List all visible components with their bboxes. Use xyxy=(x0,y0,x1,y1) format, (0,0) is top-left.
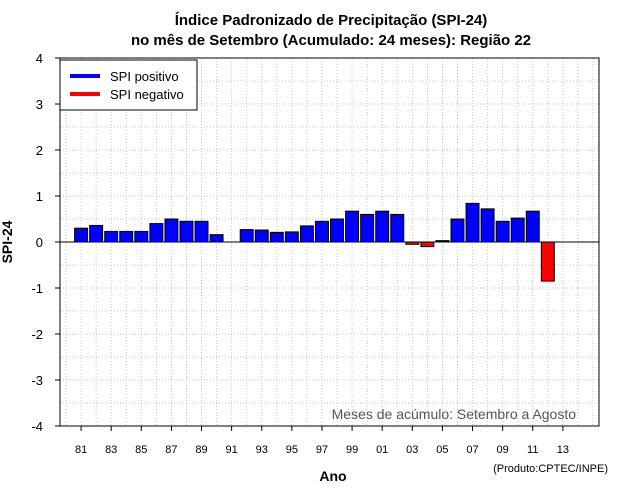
bar-1982 xyxy=(89,224,104,243)
y-tick-label: 2 xyxy=(36,143,43,158)
x-tick-label: 83 xyxy=(105,444,117,456)
y-tick-label: -4 xyxy=(31,419,43,434)
bar-2002 xyxy=(390,213,405,243)
x-tick-label: 99 xyxy=(346,444,358,456)
x-tick-label: 85 xyxy=(135,444,147,456)
bar-1998 xyxy=(330,218,345,243)
bar-2000 xyxy=(360,213,375,243)
product-credit: (Produto:CPTEC/INPE) xyxy=(493,463,608,475)
bar-1987 xyxy=(164,218,179,243)
bar-1983 xyxy=(104,230,119,243)
chart-title-line1: Índice Padronizado de Precipitação (SPI-… xyxy=(175,12,488,29)
bar-2007 xyxy=(465,202,480,243)
y-axis-label: SPI-24 xyxy=(0,220,15,263)
y-tick-label: -2 xyxy=(31,327,43,342)
x-axis-label: Ano xyxy=(319,468,346,484)
bar-1990 xyxy=(209,234,224,243)
accumulation-note: Meses de acúmulo: Setembro a Agosto xyxy=(332,406,577,422)
legend: SPI positivo SPI negativo xyxy=(59,59,198,111)
bar-1993 xyxy=(254,229,269,243)
bar-2009 xyxy=(495,220,510,243)
y-axis-ticks: -4 -3 -2 -1 0 1 2 3 4 xyxy=(31,51,60,434)
x-tick-label: 03 xyxy=(406,444,418,456)
bar-1996 xyxy=(299,225,314,243)
bar-1999 xyxy=(345,210,360,243)
bar-1988 xyxy=(179,220,194,243)
bar-2011 xyxy=(525,210,540,243)
chart-title-line2: no mês de Setembro (Acumulado: 24 meses)… xyxy=(131,32,531,49)
bar-1984 xyxy=(119,230,134,243)
y-tick-label: -1 xyxy=(31,281,43,296)
bar-1981 xyxy=(74,227,89,243)
bar-1986 xyxy=(149,223,164,243)
bar-1995 xyxy=(284,231,299,243)
x-tick-label: 01 xyxy=(376,444,388,456)
x-tick-label: 91 xyxy=(226,444,238,456)
x-tick-label: 13 xyxy=(557,444,569,456)
x-tick-label: 87 xyxy=(165,444,177,456)
bar-2012 xyxy=(540,241,555,282)
bar-2006 xyxy=(450,218,465,243)
bar-2004 xyxy=(420,241,435,248)
bar-2010 xyxy=(510,217,525,243)
x-tick-label: 09 xyxy=(497,444,509,456)
x-tick-label: 07 xyxy=(466,444,478,456)
y-tick-label: 3 xyxy=(36,97,43,112)
bar-2008 xyxy=(480,208,495,243)
y-tick-label: -3 xyxy=(31,373,43,388)
x-tick-label: 05 xyxy=(436,444,448,456)
bar-1994 xyxy=(269,231,284,243)
x-tick-label: 81 xyxy=(75,444,87,456)
x-tick-label: 97 xyxy=(316,444,328,456)
legend-box xyxy=(59,59,198,111)
x-tick-label: 93 xyxy=(256,444,268,456)
x-tick-label: 89 xyxy=(195,444,207,456)
bar-2001 xyxy=(375,210,390,243)
legend-label-negative: SPI negativo xyxy=(110,87,184,102)
x-tick-label: 11 xyxy=(527,444,538,456)
y-tick-label: 4 xyxy=(36,51,43,66)
legend-label-positive: SPI positivo xyxy=(110,69,179,84)
bar-1992 xyxy=(239,229,254,243)
y-tick-label: 0 xyxy=(36,235,43,250)
bar-1989 xyxy=(194,220,209,243)
x-tick-label: 95 xyxy=(286,444,298,456)
x-axis-ticks: 81 83 85 87 89 91 93 95 97 99 01 03 05 07 09 11 13 xyxy=(75,426,569,456)
bar-1985 xyxy=(134,230,149,243)
y-tick-label: 1 xyxy=(36,189,43,204)
bar-1997 xyxy=(314,220,329,243)
